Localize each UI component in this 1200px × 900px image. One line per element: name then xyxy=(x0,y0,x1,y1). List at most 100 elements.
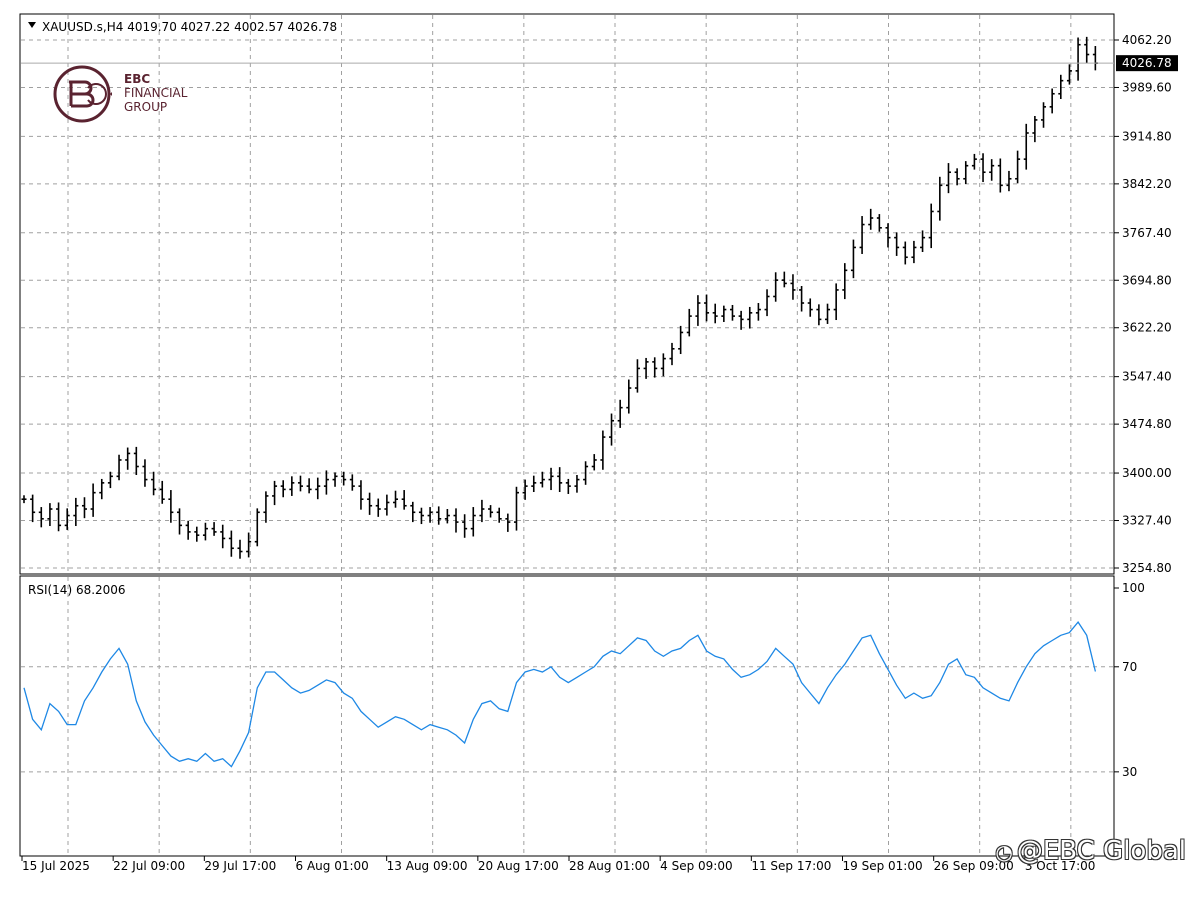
price-bar xyxy=(721,305,727,322)
price-panel xyxy=(19,13,1115,575)
price-bar xyxy=(341,471,347,486)
x-tick-label: 20 Aug 17:00 xyxy=(478,859,559,873)
price-bar xyxy=(323,470,329,495)
price-bar xyxy=(652,357,658,378)
price-bar xyxy=(479,499,485,523)
price-bar xyxy=(1066,64,1072,85)
price-bar xyxy=(375,498,381,517)
price-bar xyxy=(799,286,805,312)
price-bar xyxy=(1023,123,1029,170)
price-bar xyxy=(349,474,355,491)
price-bar xyxy=(21,495,27,504)
price-bar xyxy=(393,490,399,508)
price-bar xyxy=(643,357,649,379)
price-bar xyxy=(384,494,390,516)
rsi-panel xyxy=(19,575,1115,857)
price-bar xyxy=(263,491,269,523)
price-bar xyxy=(246,532,252,558)
price-bar xyxy=(859,216,865,254)
price-bar xyxy=(513,486,519,531)
price-bar xyxy=(401,490,407,510)
price-bar xyxy=(522,479,528,500)
price-bar xyxy=(332,472,338,487)
price-bar xyxy=(228,530,234,557)
price-bar xyxy=(669,342,675,366)
logo-text: EBC FINANCIAL GROUP xyxy=(124,72,187,114)
rsi-indicator-label: RSI(14) 68.2006 xyxy=(28,583,126,597)
x-tick-label: 29 Jul 17:00 xyxy=(204,859,276,873)
price-bar xyxy=(220,524,226,549)
price-bar xyxy=(842,263,848,300)
price-bar xyxy=(755,303,761,321)
price-bar xyxy=(531,475,537,493)
price-bar xyxy=(453,508,459,533)
price-bar xyxy=(505,513,511,532)
price-bar xyxy=(747,306,753,329)
price-bar xyxy=(885,223,891,248)
price-bar xyxy=(488,505,494,518)
y-tick-label: 3694.80 xyxy=(1122,273,1172,287)
price-bar xyxy=(816,304,822,326)
rsi-level-label: 30 xyxy=(1122,765,1137,779)
price-bar xyxy=(773,272,779,302)
price-bar xyxy=(116,454,122,481)
price-bar xyxy=(557,467,563,493)
x-tick-label: 15 Jul 2025 xyxy=(22,859,90,873)
price-bar xyxy=(272,480,278,506)
price-bar xyxy=(125,447,131,470)
price-bar xyxy=(1058,74,1064,99)
price-bar xyxy=(971,153,977,170)
price-bar xyxy=(911,240,917,264)
price-bar xyxy=(254,508,260,547)
logo-line3: GROUP xyxy=(124,100,168,114)
watermark: ◔ @EBC Global xyxy=(995,836,1186,866)
price-bar xyxy=(626,379,632,414)
last-price-badge xyxy=(1116,55,1178,72)
price-bar xyxy=(945,163,951,194)
price-bar xyxy=(764,289,770,317)
price-bar xyxy=(56,502,62,532)
x-tick-label: 4 Sep 09:00 xyxy=(660,859,732,873)
price-bar xyxy=(825,303,831,324)
price-bar xyxy=(1049,88,1055,114)
price-bar xyxy=(1006,170,1012,192)
price-bar xyxy=(211,522,217,536)
price-bar xyxy=(496,507,502,523)
rsi-level-label: 70 xyxy=(1122,660,1137,674)
price-bar xyxy=(1084,36,1090,64)
price-bar xyxy=(686,308,692,337)
price-bar xyxy=(133,446,139,476)
dropdown-triangle-icon[interactable] xyxy=(28,22,36,28)
price-bar xyxy=(444,509,450,524)
logo-line1: EBC xyxy=(124,72,151,86)
price-bar xyxy=(297,475,303,492)
x-tick-label: 19 Sep 01:00 xyxy=(843,859,923,873)
price-bar xyxy=(876,214,882,232)
brand-logo: EBC FINANCIAL GROUP xyxy=(52,64,212,124)
price-bar xyxy=(81,497,87,519)
price-bar xyxy=(617,399,623,428)
price-bar xyxy=(142,459,148,487)
price-bar xyxy=(315,477,321,500)
price-bar xyxy=(678,325,684,355)
price-bar xyxy=(237,539,243,559)
price-bar xyxy=(833,283,839,321)
price-bar xyxy=(47,503,53,527)
price-bar xyxy=(583,461,589,485)
price-bar xyxy=(609,413,615,446)
price-bar xyxy=(894,232,900,256)
price-bar xyxy=(937,176,943,221)
price-bar xyxy=(107,471,113,489)
price-bar xyxy=(73,497,79,527)
price-bar xyxy=(289,476,295,496)
rsi-level-label: 100 xyxy=(1122,581,1145,595)
price-bar xyxy=(410,501,416,523)
y-tick-label: 3842.20 xyxy=(1122,177,1172,191)
price-bar xyxy=(280,480,286,498)
price-bar xyxy=(963,161,969,184)
price-bar xyxy=(64,508,70,530)
x-tick-label: 13 Aug 09:00 xyxy=(387,859,468,873)
y-tick-label: 3400.00 xyxy=(1122,466,1172,480)
